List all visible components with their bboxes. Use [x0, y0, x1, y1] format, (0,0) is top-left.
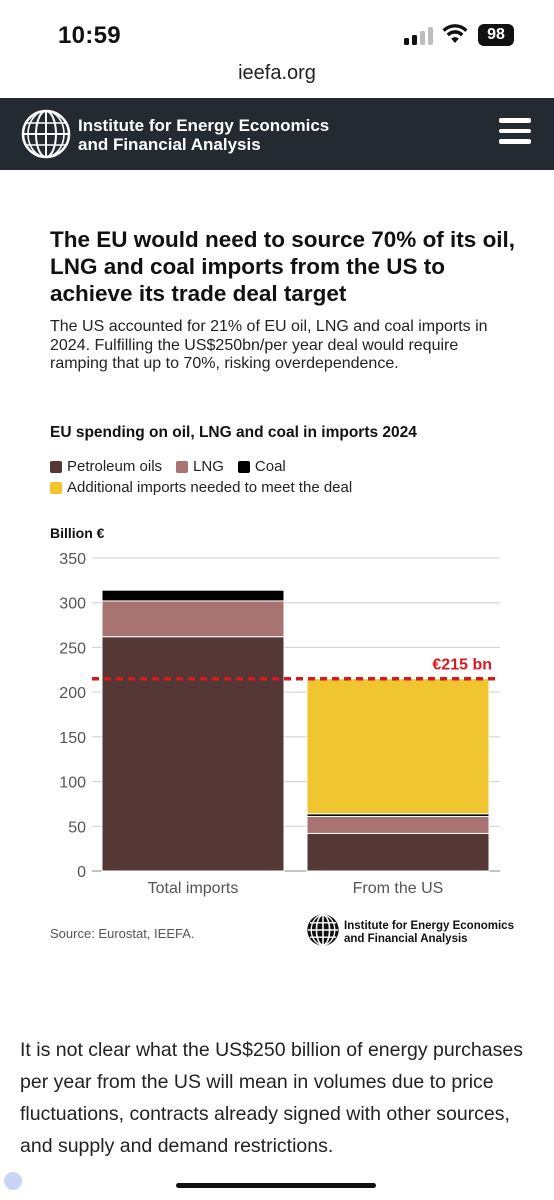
chart-title: EU spending on oil, LNG and coal in impo… — [50, 424, 417, 441]
bar-segment-us-1 — [306, 815, 490, 834]
globe-logo-icon — [307, 914, 339, 946]
globe-logo-icon[interactable] — [20, 108, 72, 160]
legend-swatch — [50, 460, 62, 473]
y-axis-label: Billion € — [50, 525, 105, 541]
status-time: 10:59 — [58, 22, 121, 49]
x-tick-label: From the US — [353, 880, 444, 897]
battery-indicator: 98 — [478, 24, 514, 46]
status-bar: 10:59 98 — [0, 0, 554, 64]
y-tick-label: 0 — [77, 864, 86, 881]
legend-item-additional: Additional imports needed to meet the de… — [50, 479, 352, 496]
home-indicator[interactable] — [176, 1183, 376, 1188]
y-tick-label: 250 — [59, 640, 86, 657]
cellular-signal-icon — [404, 27, 434, 45]
legend-item-lng: LNG — [176, 458, 224, 475]
y-tick-label: 300 — [59, 596, 86, 613]
legend-swatch — [237, 460, 250, 473]
menu-icon[interactable] — [499, 118, 531, 144]
bar-segment-total-0 — [101, 636, 285, 872]
url-bar[interactable]: ieefa.org — [238, 62, 316, 84]
y-tick-label: 350 — [59, 551, 86, 568]
y-tick-label: 150 — [59, 730, 86, 747]
reference-line-label: €215 bn — [432, 657, 492, 674]
y-tick-label: 100 — [59, 775, 86, 792]
bar-segment-total-2 — [101, 589, 285, 602]
article-headline: The EU would need to source 70% of its o… — [50, 227, 516, 306]
legend-swatch — [176, 460, 189, 473]
site-title[interactable]: Institute for Energy Economics and Finan… — [78, 116, 330, 154]
x-tick-label: Total imports — [148, 880, 239, 897]
legend-swatch — [50, 481, 62, 494]
y-tick-label: 50 — [68, 819, 86, 836]
legend-item-coal: Coal — [237, 458, 286, 475]
chart-footer-org: Institute for Energy Economics and Finan… — [344, 920, 514, 945]
site-header: Institute for Energy Economics and Finan… — [0, 98, 554, 170]
legend-row-2: Additional imports needed to meet the de… — [50, 479, 366, 496]
bar-segment-us-0 — [306, 832, 490, 872]
bar-segment-us-3 — [306, 678, 490, 815]
legend-item-petroleum: Petroleum oils — [50, 458, 162, 475]
wifi-icon — [442, 24, 468, 43]
article-subtitle: The US accounted for 21% of EU oil, LNG … — [50, 318, 488, 372]
legend-row-1: Petroleum oils LNG Coal — [50, 458, 300, 475]
y-tick-label: 200 — [59, 685, 86, 702]
assistive-touch-icon[interactable] — [4, 1172, 22, 1190]
bar-segment-total-1 — [101, 600, 285, 638]
chart-source: Source: Eurostat, IEEFA. — [50, 926, 195, 941]
article-body: It is not clear what the US$250 billion … — [20, 1039, 523, 1157]
